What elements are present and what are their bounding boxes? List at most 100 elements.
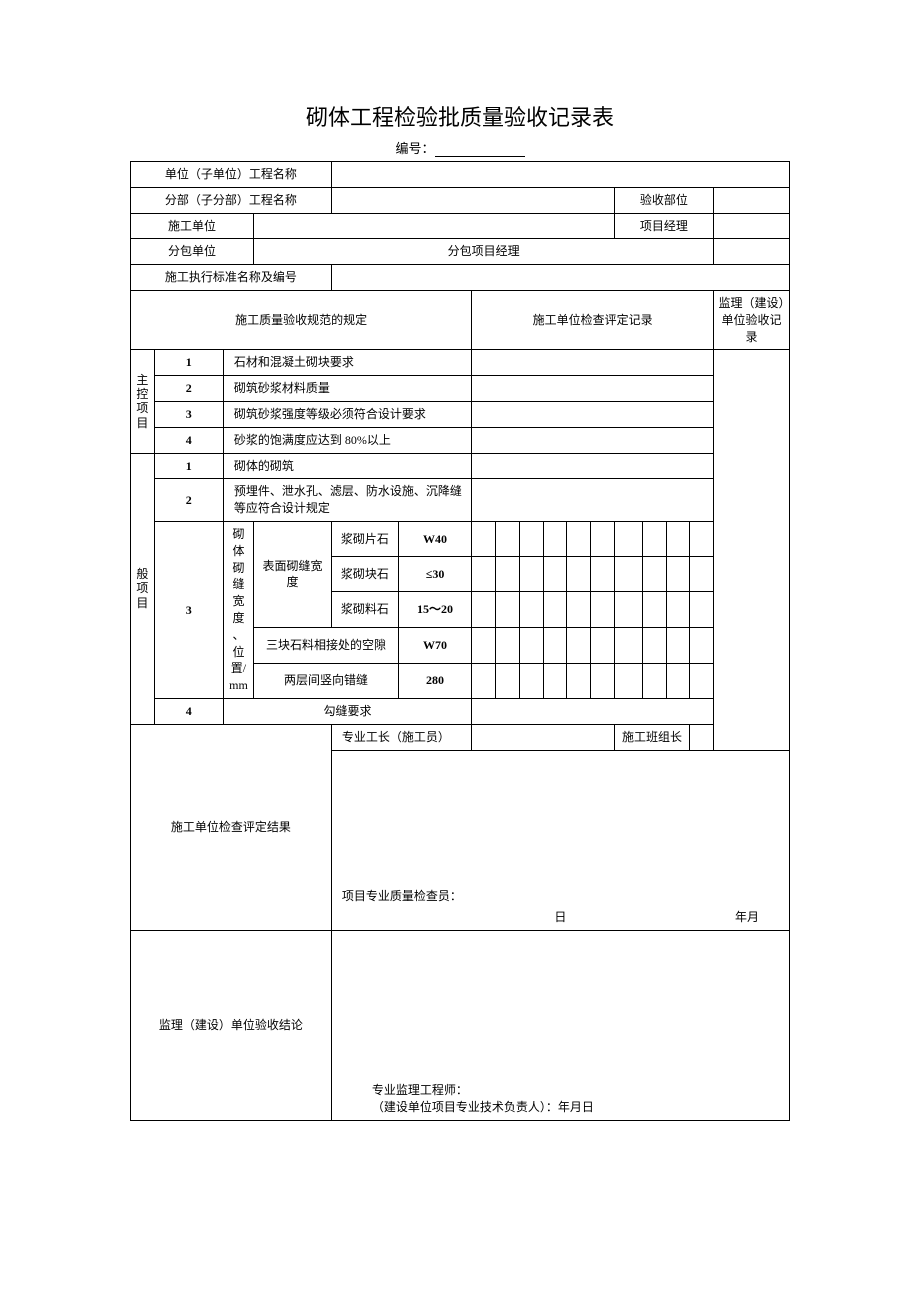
- check-result-sig: 项目专业质量检查员： 年月 日: [331, 750, 789, 930]
- c3b-5: [567, 557, 591, 592]
- c3c-2: [496, 592, 520, 627]
- acceptance-sig: 专业监理工程师： （建设单位项目专业技术负责人）：年月日: [331, 930, 789, 1120]
- c3e-7: [614, 663, 642, 698]
- label-subcontract-unit: 分包单位: [131, 239, 254, 265]
- main-row-3: 3 砌筑砂浆强度等级必须符合设计要求: [131, 401, 790, 427]
- gen-check-1: [472, 453, 714, 479]
- supervisor-record-cell: [714, 350, 790, 750]
- c3c-6: [591, 592, 615, 627]
- label-main-items: 主控项目: [131, 350, 155, 453]
- gen-check-4: [472, 698, 714, 724]
- gen-s2-val: ≤30: [398, 557, 471, 592]
- main-idx-1: 1: [154, 350, 223, 376]
- gen-row-4: 4 勾缝要求: [131, 698, 790, 724]
- label-supervisor-engineer: 专业监理工程师：: [372, 1082, 779, 1099]
- main-check-3: [472, 401, 714, 427]
- label-year-month: 年月: [735, 909, 759, 926]
- gen-surface-label: 表面砌缝宽度: [254, 521, 332, 627]
- gen-text-1: 砌体的砌筑: [223, 453, 471, 479]
- c3b-2: [496, 557, 520, 592]
- main-text-2: 砌筑砂浆材料质量: [223, 376, 471, 402]
- label-tech-leader: （建设单位项目专业技术负责人）：年月日: [372, 1099, 779, 1116]
- label-day: 日: [554, 910, 566, 924]
- gen-gap-val: W70: [398, 627, 471, 663]
- c3c-5: [567, 592, 591, 627]
- val-sub-project: [331, 187, 614, 213]
- main-table: 单位（子单位）工程名称 分部（子分部）工程名称 验收部位 施工单位 项目经理 分…: [130, 161, 790, 1121]
- row-acceptance: 监理（建设）单位验收结论 专业监理工程师： （建设单位项目专业技术负责人）：年月…: [131, 930, 790, 1120]
- gen-check-2: [472, 479, 714, 522]
- gen-row-1: 般项目 1 砌体的砌筑: [131, 453, 790, 479]
- main-idx-2: 2: [154, 376, 223, 402]
- val-foreman: [472, 724, 615, 750]
- doc-number-prefix: 编号：: [395, 141, 434, 156]
- c3b-1: [472, 557, 496, 592]
- doc-number-blank: [435, 144, 525, 157]
- label-acceptance-part: 验收部位: [614, 187, 713, 213]
- c3d-2: [496, 627, 520, 663]
- c3c-4: [543, 592, 567, 627]
- main-row-1: 主控项目 1 石材和混凝土砌块要求: [131, 350, 790, 376]
- c3b-4: [543, 557, 567, 592]
- c3a-8: [642, 521, 666, 556]
- c3c-1: [472, 592, 496, 627]
- val-unit-project: [331, 162, 789, 188]
- val-acceptance-part: [714, 187, 790, 213]
- c3d-5: [567, 627, 591, 663]
- gen-s3-name: 浆砌料石: [331, 592, 398, 627]
- main-idx-3: 3: [154, 401, 223, 427]
- c3b-7: [614, 557, 642, 592]
- c3b-8: [642, 557, 666, 592]
- doc-number-line: 编号：: [130, 138, 790, 157]
- c3a-4: [543, 521, 567, 556]
- label-acceptance-conclusion: 监理（建设）单位验收结论: [131, 930, 332, 1120]
- label-team-leader: 施工班组长: [614, 724, 690, 750]
- val-construction-unit: [254, 213, 615, 239]
- gen-idx-2: 2: [154, 479, 223, 522]
- row-foreman: 施工单位检查评定结果 专业工长（施工员） 施工班组长: [131, 724, 790, 750]
- gen-group-label: 砌体砌缝宽度、位置/mm: [223, 521, 253, 698]
- main-idx-4: 4: [154, 427, 223, 453]
- label-foreman: 专业工长（施工员）: [331, 724, 471, 750]
- c3e-8: [642, 663, 666, 698]
- row-header-spec: 施工质量验收规范的规定 施工单位检查评定记录 监理（建设）单位验收记录: [131, 290, 790, 349]
- c3b-10: [690, 557, 714, 592]
- label-project-manager: 项目经理: [614, 213, 713, 239]
- c3c-8: [642, 592, 666, 627]
- main-row-4: 4 砂浆的饱满度应达到 80%以上: [131, 427, 790, 453]
- c3a-2: [496, 521, 520, 556]
- c3e-3: [519, 663, 543, 698]
- gen-idx-3: 3: [154, 521, 223, 698]
- c3d-8: [642, 627, 666, 663]
- row-subcontract: 分包单位 分包项目经理: [131, 239, 790, 265]
- c3a-10: [690, 521, 714, 556]
- gen-stagger-val: 280: [398, 663, 471, 698]
- c3d-9: [666, 627, 690, 663]
- val-sub-pm: [714, 239, 790, 265]
- gen-text-4: 勾缝要求: [223, 698, 471, 724]
- main-text-3: 砌筑砂浆强度等级必须符合设计要求: [223, 401, 471, 427]
- c3e-10: [690, 663, 714, 698]
- c3c-10: [690, 592, 714, 627]
- label-supervisor-record: 监理（建设）单位验收记录: [714, 290, 790, 349]
- label-general-items: 般项目: [131, 453, 155, 724]
- label-quality-checker: 项目专业质量检查员：: [342, 889, 462, 903]
- c3e-1: [472, 663, 496, 698]
- gen-row-2: 2 预埋件、泄水孔、滤层、防水设施、沉降缝等应符合设计规定: [131, 479, 790, 522]
- page-title: 砌体工程检验批质量验收记录表: [130, 100, 790, 132]
- c3e-4: [543, 663, 567, 698]
- c3b-6: [591, 557, 615, 592]
- gen-s1-val: W40: [398, 521, 471, 556]
- c3d-1: [472, 627, 496, 663]
- c3c-9: [666, 592, 690, 627]
- c3b-9: [666, 557, 690, 592]
- gen-gap-label: 三块石料相接处的空隙: [254, 627, 399, 663]
- c3d-3: [519, 627, 543, 663]
- c3c-7: [614, 592, 642, 627]
- label-construction-unit: 施工单位: [131, 213, 254, 239]
- val-exec-standard: [331, 265, 789, 291]
- label-sub-project: 分部（子分部）工程名称: [131, 187, 332, 213]
- row-construction-unit: 施工单位 项目经理: [131, 213, 790, 239]
- gen-s1-name: 浆砌片石: [331, 521, 398, 556]
- label-sub-pm: 分包项目经理: [254, 239, 714, 265]
